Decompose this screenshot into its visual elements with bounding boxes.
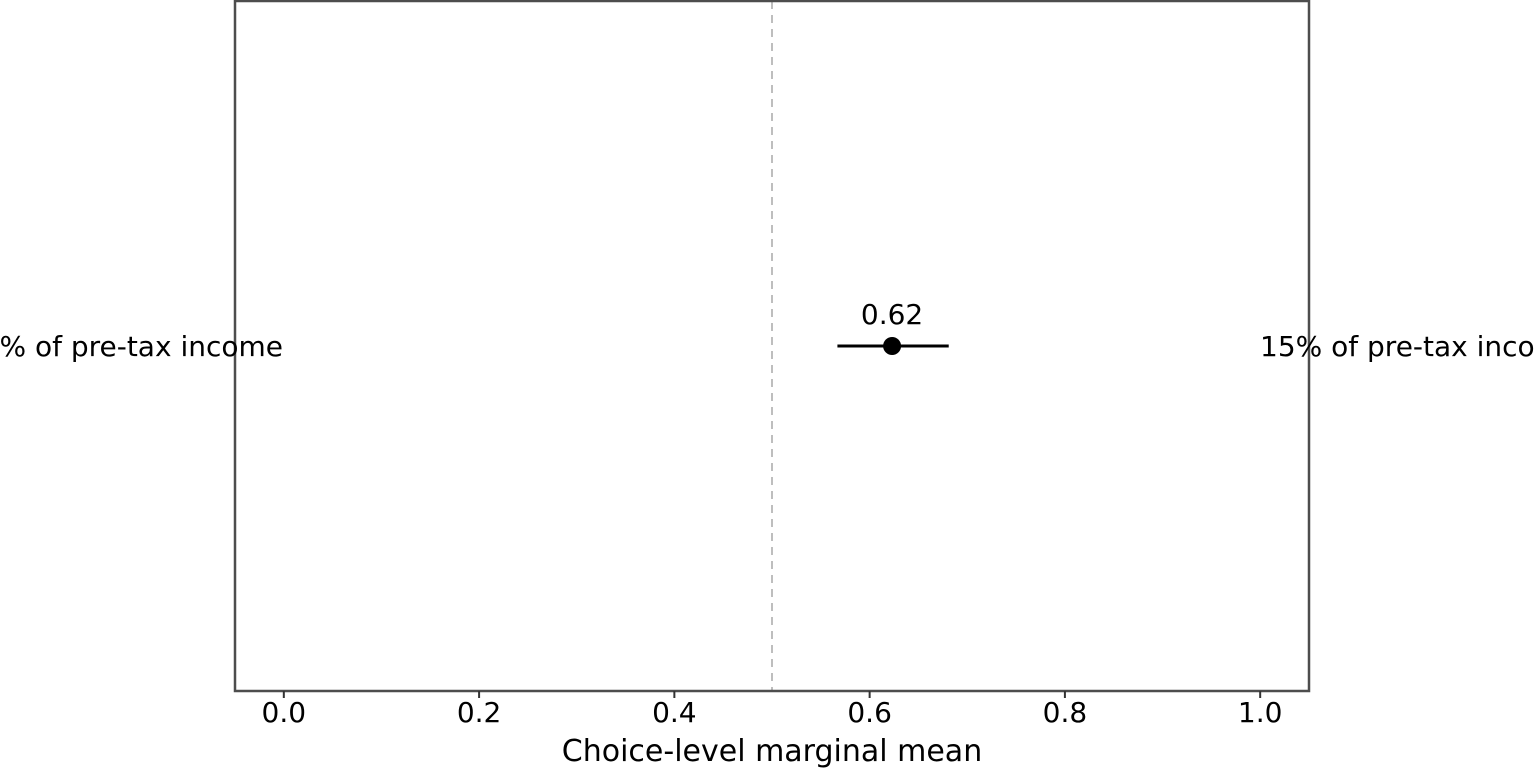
x-axis-ticks: 0.0 0.2 0.4 0.6 0.8 1.0 [262,691,1283,729]
x-tick-label: 1.0 [1238,696,1283,729]
x-tick-label: 0.4 [652,696,697,729]
left-attribute-label: % of pre-tax income [0,330,283,363]
data-point [883,337,902,355]
x-tick-label: 0.2 [457,696,502,729]
x-tick-label: 0.0 [262,696,307,729]
x-tick-label: 0.8 [1043,696,1088,729]
panel-border [233,0,1311,693]
x-axis-title: Choice-level marginal mean [562,734,982,768]
x-tick-label: 0.6 [847,696,892,729]
data-label: 0.62 [861,298,923,331]
right-attribute-label: 15% of pre-tax inco [1260,330,1535,363]
